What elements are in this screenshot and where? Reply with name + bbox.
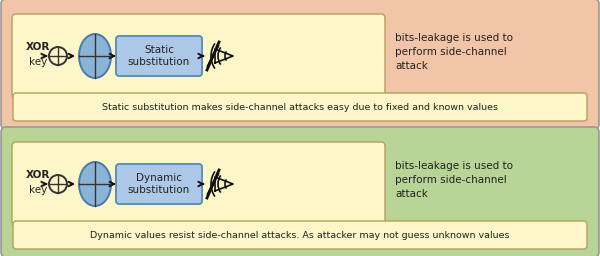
- FancyBboxPatch shape: [1, 127, 599, 256]
- FancyBboxPatch shape: [116, 36, 202, 76]
- Text: Static
substitution: Static substitution: [128, 45, 190, 67]
- FancyBboxPatch shape: [13, 93, 587, 121]
- Polygon shape: [215, 49, 233, 63]
- Text: Dynamic values resist side-channel attacks. As attacker may not guess unknown va: Dynamic values resist side-channel attac…: [90, 230, 510, 240]
- Text: key: key: [29, 185, 47, 195]
- Text: bits-leakage is used to
perform side-channel
attack: bits-leakage is used to perform side-cha…: [395, 33, 513, 71]
- Text: Dynamic
substitution: Dynamic substitution: [128, 173, 190, 195]
- FancyBboxPatch shape: [12, 142, 385, 226]
- Polygon shape: [215, 177, 233, 191]
- Text: bits-leakage is used to
perform side-channel
attack: bits-leakage is used to perform side-cha…: [395, 161, 513, 199]
- Text: Static substitution makes side-channel attacks easy due to fixed and known value: Static substitution makes side-channel a…: [102, 102, 498, 112]
- Text: key: key: [29, 57, 47, 67]
- Ellipse shape: [79, 34, 111, 78]
- Text: XOR: XOR: [26, 170, 50, 180]
- Ellipse shape: [79, 162, 111, 206]
- FancyBboxPatch shape: [116, 164, 202, 204]
- FancyBboxPatch shape: [12, 14, 385, 98]
- FancyBboxPatch shape: [1, 0, 599, 129]
- FancyBboxPatch shape: [13, 221, 587, 249]
- Text: XOR: XOR: [26, 42, 50, 52]
